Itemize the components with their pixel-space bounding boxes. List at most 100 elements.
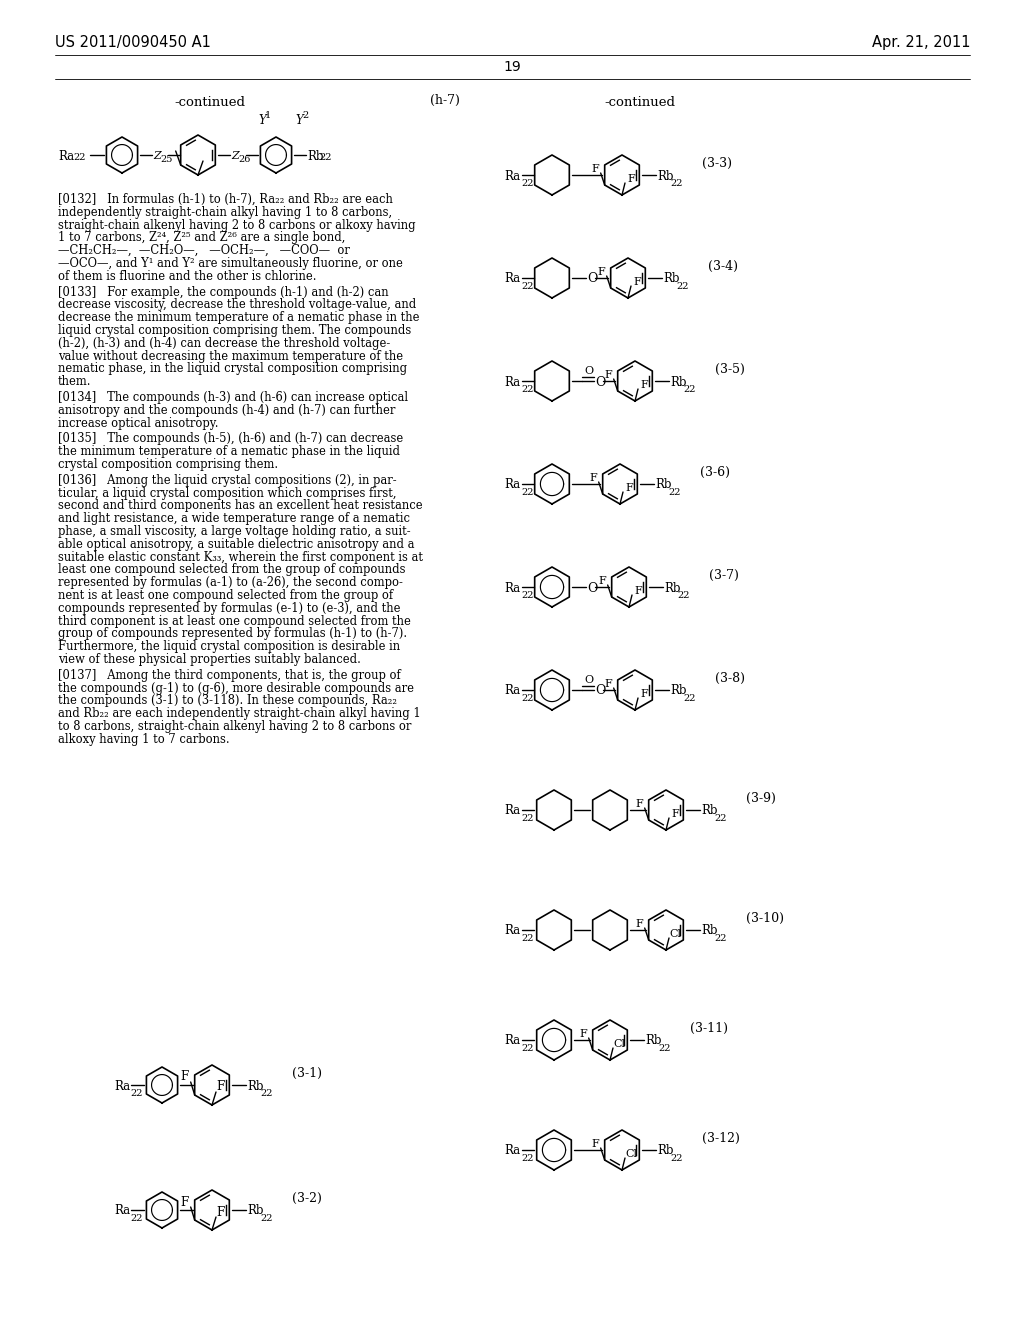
Text: Ra: Ra [504,1144,520,1158]
Text: (3-1): (3-1) [292,1067,322,1080]
Text: (3-7): (3-7) [709,569,739,582]
Text: Z: Z [231,150,239,161]
Text: 22: 22 [714,814,726,822]
Text: 22: 22 [521,180,534,187]
Text: Y: Y [295,114,303,127]
Text: 1: 1 [265,111,271,120]
Text: Ra: Ra [504,685,520,697]
Text: of them is fluorine and the other is chlorine.: of them is fluorine and the other is chl… [58,269,316,282]
Text: alkoxy having 1 to 7 carbons.: alkoxy having 1 to 7 carbons. [58,733,229,746]
Text: Rb: Rb [670,685,686,697]
Text: O: O [584,675,593,685]
Text: O: O [584,366,593,376]
Text: 22: 22 [521,694,534,704]
Text: 22: 22 [521,935,534,942]
Text: 22: 22 [319,153,332,162]
Text: anisotropy and the compounds (h-4) and (h-7) can further: anisotropy and the compounds (h-4) and (… [58,404,395,417]
Text: F: F [592,1139,600,1148]
Text: (3-4): (3-4) [708,260,738,272]
Text: Ra: Ra [504,1035,520,1048]
Text: (3-10): (3-10) [746,912,784,924]
Text: Cl: Cl [613,1039,625,1049]
Text: third component is at least one compound selected from the: third component is at least one compound… [58,615,411,627]
Text: 22: 22 [130,1214,142,1224]
Text: the minimum temperature of a nematic phase in the liquid: the minimum temperature of a nematic pha… [58,445,400,458]
Text: value without decreasing the maximum temperature of the: value without decreasing the maximum tem… [58,350,403,363]
Text: suitable elastic constant K₃₃, wherein the first component is at: suitable elastic constant K₃₃, wherein t… [58,550,423,564]
Text: F: F [216,1081,224,1093]
Text: F: F [580,1030,588,1039]
Text: to 8 carbons, straight-chain alkenyl having 2 to 8 carbons or: to 8 carbons, straight-chain alkenyl hav… [58,719,412,733]
Text: Rb: Rb [664,582,681,594]
Text: US 2011/0090450 A1: US 2011/0090450 A1 [55,34,211,49]
Text: 22: 22 [677,591,689,601]
Text: (3-11): (3-11) [690,1022,728,1035]
Text: decrease the minimum temperature of a nematic phase in the: decrease the minimum temperature of a ne… [58,312,420,325]
Text: increase optical anisotropy.: increase optical anisotropy. [58,417,218,429]
Text: 22: 22 [683,694,695,704]
Text: -continued: -continued [174,95,246,108]
Text: independently straight-chain alkyl having 1 to 8 carbons,: independently straight-chain alkyl havin… [58,206,392,219]
Text: view of these physical properties suitably balanced.: view of these physical properties suitab… [58,653,360,667]
Text: Ra: Ra [504,272,520,285]
Text: [0132]   In formulas (h-1) to (h-7), Ra₂₂ and Rb₂₂ are each: [0132] In formulas (h-1) to (h-7), Ra₂₂ … [58,193,393,206]
Text: (3-5): (3-5) [715,363,744,375]
Text: Rb: Rb [663,272,680,285]
Text: and light resistance, a wide temperature range of a nematic: and light resistance, a wide temperature… [58,512,410,525]
Text: least one compound selected from the group of compounds: least one compound selected from the gro… [58,564,406,577]
Text: the compounds (3-1) to (3-118). In these compounds, Ra₂₂: the compounds (3-1) to (3-118). In these… [58,694,397,708]
Text: Ra: Ra [504,169,520,182]
Text: F: F [592,164,600,174]
Text: Rb: Rb [670,375,686,388]
Text: [0136]   Among the liquid crystal compositions (2), in par-: [0136] Among the liquid crystal composit… [58,474,396,487]
Text: and Rb₂₂ are each independently straight-chain alkyl having 1: and Rb₂₂ are each independently straight… [58,708,421,721]
Text: F: F [180,1196,188,1209]
Text: Cl: Cl [669,929,681,939]
Text: 22: 22 [670,180,683,187]
Text: (3-2): (3-2) [292,1192,322,1204]
Text: phase, a small viscosity, a large voltage holding ratio, a suit-: phase, a small viscosity, a large voltag… [58,525,411,539]
Text: Y: Y [258,114,266,127]
Text: O: O [595,375,605,388]
Text: O: O [587,272,597,285]
Text: F: F [605,370,612,380]
Text: 22: 22 [521,488,534,498]
Text: 22: 22 [670,1154,683,1163]
Text: able optical anisotropy, a suitable dielectric anisotropy and a: able optical anisotropy, a suitable diel… [58,537,415,550]
Text: 2: 2 [302,111,308,120]
Text: [0135]   The compounds (h-5), (h-6) and (h-7) can decrease: [0135] The compounds (h-5), (h-6) and (h… [58,433,403,445]
Text: (h-7): (h-7) [430,94,460,107]
Text: the compounds (g-1) to (g-6), more desirable compounds are: the compounds (g-1) to (g-6), more desir… [58,681,414,694]
Text: F: F [640,689,648,700]
Text: 22: 22 [260,1214,272,1224]
Text: [0134]   The compounds (h-3) and (h-6) can increase optical: [0134] The compounds (h-3) and (h-6) can… [58,391,409,404]
Text: 22: 22 [73,153,85,162]
Text: 22: 22 [521,1044,534,1053]
Text: 22: 22 [521,385,534,393]
Text: ticular, a liquid crystal composition which comprises first,: ticular, a liquid crystal composition wh… [58,487,396,499]
Text: 22: 22 [676,282,688,290]
Text: represented by formulas (a-1) to (a-26), the second compo-: represented by formulas (a-1) to (a-26),… [58,577,402,589]
Text: F: F [636,799,643,809]
Text: F: F [605,678,612,689]
Text: Rb: Rb [657,1144,674,1158]
Text: 22: 22 [130,1089,142,1098]
Text: 22: 22 [521,1154,534,1163]
Text: Rb: Rb [701,804,718,817]
Text: [0137]   Among the third components, that is, the group of: [0137] Among the third components, that … [58,669,400,682]
Text: Ra: Ra [114,1080,130,1093]
Text: F: F [640,380,648,389]
Text: 25: 25 [160,154,172,164]
Text: F: F [599,576,606,586]
Text: nematic phase, in the liquid crystal composition comprising: nematic phase, in the liquid crystal com… [58,363,408,375]
Text: liquid crystal composition comprising them. The compounds: liquid crystal composition comprising th… [58,323,412,337]
Text: 19: 19 [503,59,521,74]
Text: Ra: Ra [504,804,520,817]
Text: F: F [598,267,605,277]
Text: them.: them. [58,375,91,388]
Text: Apr. 21, 2011: Apr. 21, 2011 [871,34,970,49]
Text: compounds represented by formulas (e-1) to (e-3), and the: compounds represented by formulas (e-1) … [58,602,400,615]
Text: 22: 22 [260,1089,272,1098]
Text: F: F [636,919,643,929]
Text: F: F [180,1071,188,1084]
